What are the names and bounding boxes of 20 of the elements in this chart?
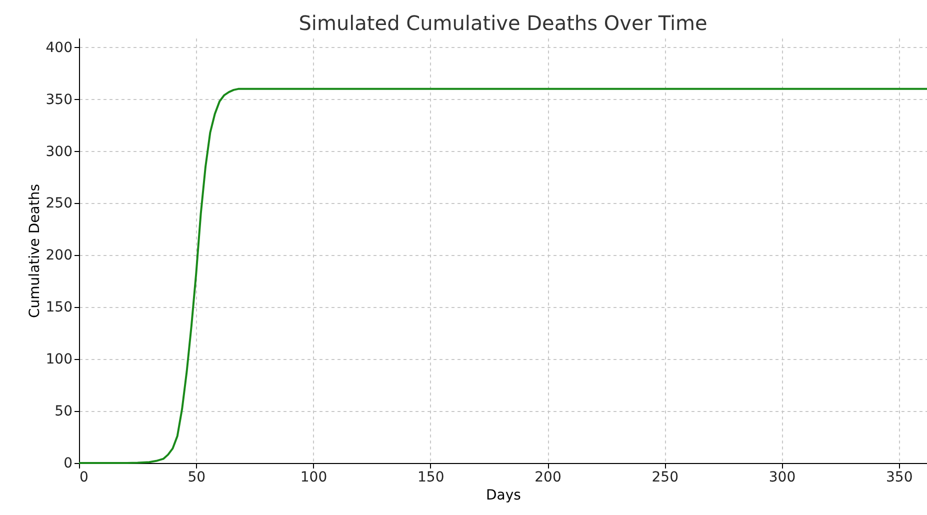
y-tick-label: 150 — [46, 300, 72, 316]
y-tick-label: 300 — [46, 144, 72, 160]
y-tick-label: 0 — [64, 456, 72, 472]
y-tick-label: 200 — [46, 248, 72, 264]
y-axis-title: Cumulative Deaths — [26, 184, 43, 318]
x-tick-label: 350 — [886, 470, 913, 486]
chart-title: Simulated Cumulative Deaths Over Time — [298, 11, 708, 35]
x-tick-label: 0 — [80, 470, 88, 486]
x-tick-label: 300 — [768, 470, 796, 486]
y-tick-label: 50 — [54, 404, 72, 420]
x-tick-label: 150 — [418, 470, 444, 486]
x-tick-label: 50 — [188, 470, 206, 486]
y-tick-label: 100 — [46, 352, 72, 368]
y-tick-label: 400 — [46, 40, 72, 56]
x-tick-label: 100 — [300, 470, 328, 486]
x-tick-label: 250 — [652, 470, 679, 486]
y-tick-label: 350 — [46, 92, 72, 108]
x-axis-title: Days — [486, 488, 521, 504]
x-tick-label: 200 — [534, 470, 562, 486]
y-tick-label: 250 — [46, 196, 72, 212]
